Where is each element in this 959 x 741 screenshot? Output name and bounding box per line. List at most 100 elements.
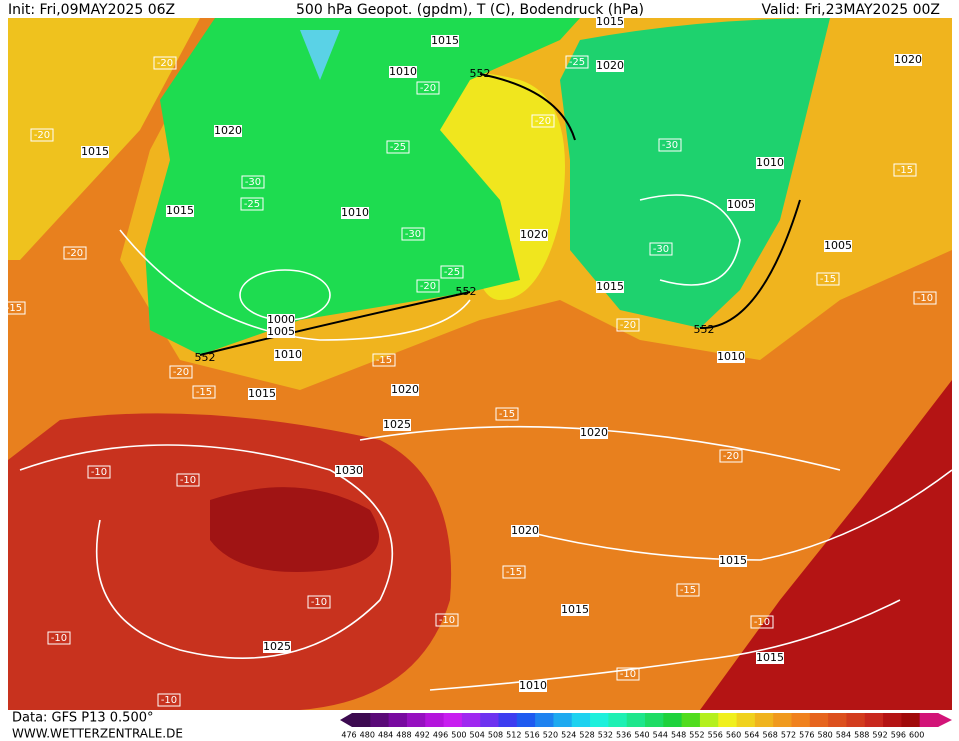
isobar-label-bg (214, 125, 242, 137)
colorbar-swatch (406, 713, 426, 727)
temperature-label: -15 (499, 409, 515, 420)
temperature-label: -10 (161, 695, 177, 706)
isobar-label: 1020 (391, 383, 419, 396)
temperature-label: -10 (439, 615, 455, 626)
temperature-label-box (676, 583, 700, 597)
colorbar-swatch (883, 713, 902, 727)
colorbar-swatch (791, 713, 811, 727)
colorbar-label: 580 (817, 731, 832, 740)
temperature-label-box (435, 613, 459, 627)
temperature-label: -20 (157, 58, 173, 69)
isobar-label-bg (580, 427, 608, 439)
colorbar-swatch (809, 713, 829, 727)
map-labels: 552 552 552 552 1015 1015 1010 1020 1020 1020 1015… (2, 15, 937, 707)
temperature-label-box (386, 140, 410, 154)
init-time: Init: Fri,09MAY2025 06Z (8, 2, 175, 18)
isobar-label: 1005 (824, 239, 852, 252)
temperature-label-box (241, 175, 265, 189)
isobar-label-bg (389, 66, 417, 78)
temperature-label-box (153, 56, 177, 70)
colorbar-swatch (828, 713, 847, 727)
isobar-label-bg (511, 525, 539, 537)
isobar-label: 1010 (389, 65, 417, 78)
colorbar-label: 568 (763, 731, 778, 740)
colorbar-arrow-left (340, 713, 352, 727)
colorbar-label: 524 (561, 731, 576, 740)
temperature-label: -25 (244, 199, 260, 210)
colorbar-label: 500 (451, 731, 466, 740)
isobar-label-bg (341, 207, 369, 219)
isobar-label-bg (894, 54, 922, 66)
colorbar-label: 532 (598, 731, 613, 740)
isobar-label: 1015 (166, 204, 194, 217)
isobar-label-bg (263, 641, 291, 653)
temperature-label: -30 (662, 140, 678, 151)
temperature-label: -15 (376, 355, 392, 366)
isobar-label: 1010 (756, 156, 784, 169)
colorbar-label: 592 (872, 731, 887, 740)
colorbar-swatch (443, 713, 463, 727)
colorbar-label: 556 (708, 731, 723, 740)
isobar-label: 1020 (511, 524, 539, 537)
temperature-label: -10 (91, 467, 107, 478)
temperature-label-box (157, 693, 181, 707)
colorbar-label: 552 (689, 731, 704, 740)
colorbar-swatch (773, 713, 792, 727)
colorbar-label: 540 (634, 731, 649, 740)
temperature-label: -15 (897, 165, 913, 176)
colorbar-label: 576 (799, 731, 814, 740)
temperature-label-box (565, 55, 589, 69)
temperature-label: -20 (723, 451, 739, 462)
isobar-label: 1015 (431, 34, 459, 47)
colorbar-swatch (718, 713, 738, 727)
colorbar-swatch (535, 713, 554, 727)
temperature-label: -20 (34, 130, 50, 141)
isobar-label: 1015 (81, 145, 109, 158)
temperature-label: -25 (390, 142, 406, 153)
isobar-label: 1010 (341, 206, 369, 219)
geopotential-label: 552 (456, 285, 477, 298)
colorbar-label: 504 (470, 731, 485, 740)
isobar-label-bg (561, 604, 589, 616)
isobar-label-bg (431, 35, 459, 47)
isobar-label: 1020 (214, 124, 242, 137)
isobar-label: 1015 (596, 280, 624, 293)
colorbar-swatch (681, 713, 701, 727)
isobar-label: 1015 (756, 651, 784, 664)
isobar-label-bg (756, 157, 784, 169)
isobar-label-bg (267, 314, 295, 326)
temperature-label: -25 (569, 57, 585, 68)
colorbar-arrow-right (938, 713, 952, 727)
colorbar-swatch (626, 713, 646, 727)
isobar-label: 1010 (717, 350, 745, 363)
colorbar-label: 508 (488, 731, 503, 740)
isobar-label-bg (824, 240, 852, 252)
colorbar-swatch (388, 713, 408, 727)
colorbar-label: 484 (378, 731, 393, 740)
website: WWW.WETTERZENTRALE.DE (12, 727, 183, 741)
colorbar-swatch (736, 713, 756, 727)
colorbar-label: 572 (781, 731, 796, 740)
colorbar-label: 488 (396, 731, 411, 740)
isobar-label-bg (166, 205, 194, 217)
temperature-label-box (893, 163, 917, 177)
colorbar-swatch (571, 713, 591, 727)
temperature-label: -10 (180, 475, 196, 486)
colorbar-label: 544 (653, 731, 668, 740)
temperature-label: -20 (620, 320, 636, 331)
temperature-label-box (502, 565, 526, 579)
temperature-label-box (649, 242, 673, 256)
colorbar-swatch (553, 713, 573, 727)
colorbar-swatch (352, 713, 371, 727)
colorbar-swatch (516, 713, 536, 727)
colorbar-swatch (498, 713, 518, 727)
temperature-label: -15 (196, 387, 212, 398)
colorbar-swatch (699, 713, 719, 727)
isobar-label-bg (519, 680, 547, 692)
temperature-label: -10 (620, 669, 636, 680)
geopotential-label: 552 (694, 323, 715, 336)
colorbar-swatch (480, 713, 499, 727)
colorbar-swatch (608, 713, 628, 727)
temperature-label-box (87, 465, 111, 479)
isobar-label-bg (596, 60, 624, 72)
